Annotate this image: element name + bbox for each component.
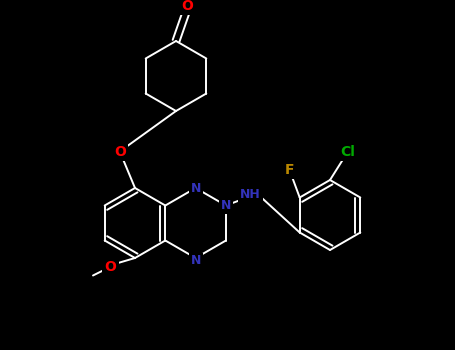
Text: N: N xyxy=(191,254,201,267)
Text: N: N xyxy=(221,199,231,212)
Text: O: O xyxy=(181,0,193,13)
Text: F: F xyxy=(284,162,294,176)
Text: O: O xyxy=(114,145,126,159)
Text: N: N xyxy=(191,182,201,195)
Text: Cl: Cl xyxy=(340,145,355,159)
Text: O: O xyxy=(105,260,116,274)
Text: NH: NH xyxy=(240,189,261,202)
